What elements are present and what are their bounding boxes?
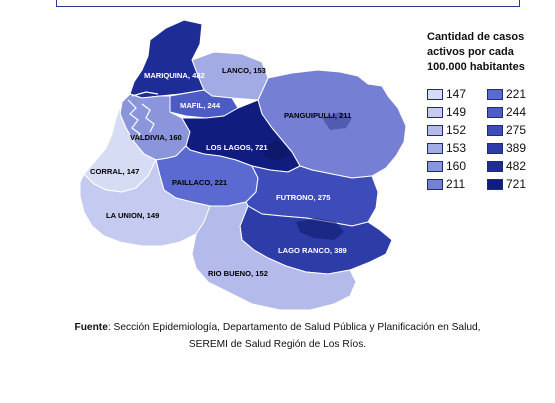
- label-futrono: FUTRONO, 275: [276, 193, 331, 202]
- label-corral: CORRAL, 147: [90, 167, 139, 176]
- legend-title-line-2: activos por cada: [427, 46, 514, 58]
- legend-value: 153: [446, 141, 467, 155]
- caption-line-2: SEREMI de Salud Región de Los Ríos.: [188, 339, 367, 350]
- legend-swatch: [487, 125, 503, 136]
- label-panguipulli: PANGUIPULLI, 211: [284, 111, 352, 120]
- legend-value: 149: [446, 105, 467, 119]
- legend-value: 221: [506, 87, 527, 101]
- legend-swatch: [427, 143, 443, 154]
- label-valdivia: VALDIVIA, 160: [130, 133, 182, 142]
- legend-value: 275: [506, 123, 527, 137]
- legend-title: Cantidad de casos activos por cada 100.0…: [427, 30, 552, 75]
- legend-swatch: [487, 89, 503, 100]
- legend-swatch: [427, 161, 443, 172]
- label-rio-bueno: RIO BUENO, 152: [208, 269, 268, 278]
- legend-value: 389: [506, 141, 527, 155]
- legend-value: 721: [506, 177, 527, 191]
- caption-source-label: Fuente: [74, 322, 108, 333]
- legend-swatch: [487, 179, 503, 190]
- label-mafil: MAFIL, 244: [180, 101, 221, 110]
- lake-panguipulli: [322, 112, 352, 130]
- legend-swatch: [487, 161, 503, 172]
- lake-riñihue: [262, 140, 290, 160]
- legend-value: 152: [446, 123, 467, 137]
- legend-value: 147: [446, 87, 467, 101]
- label-lago-ranco: LAGO RANCO, 389: [278, 246, 347, 255]
- label-la-union: LA UNION, 149: [106, 211, 159, 220]
- region-labels: MARIQUINA, 482 LANCO, 153 MAFIL, 244 PAN…: [90, 66, 352, 278]
- legend-value: 482: [506, 159, 527, 173]
- region-rio-bueno[interactable]: [191, 201, 357, 311]
- legend-title-line-3: 100.000 habitantes: [427, 61, 525, 73]
- label-mariquina: MARIQUINA, 482: [144, 71, 205, 80]
- lake-shapes: [262, 112, 352, 240]
- label-lanco: LANCO, 153: [222, 66, 266, 75]
- legend-swatch: [427, 107, 443, 118]
- label-los-lagos: LOS LAGOS, 721: [206, 143, 268, 152]
- region-mariquina[interactable]: [129, 19, 205, 99]
- legend-swatch: [427, 125, 443, 136]
- legend-swatch: [427, 179, 443, 190]
- legend-value: 244: [506, 105, 527, 119]
- caption-source-text: : Sección Epidemiología, Departamento de…: [107, 322, 481, 333]
- top-frame-bar: [56, 0, 520, 7]
- legend-swatch: [487, 107, 503, 118]
- legend-swatch: [487, 143, 503, 154]
- figure-caption: Fuente: Sección Epidemiología, Departame…: [0, 319, 555, 353]
- legend-value: 160: [446, 159, 467, 173]
- legend-title-line-1: Cantidad de casos: [427, 31, 525, 43]
- los-rios-choropleth-map: MARIQUINA, 482 LANCO, 153 MAFIL, 244 PAN…: [79, 19, 407, 311]
- legend-value: 211: [446, 177, 466, 191]
- river-lines: [127, 91, 159, 141]
- lake-ranco: [296, 218, 344, 240]
- label-paillaco: PAILLACO, 221: [172, 178, 228, 187]
- legend-swatch: [427, 89, 443, 100]
- caption-line-1: Fuente: Sección Epidemiología, Departame…: [0, 319, 555, 336]
- map-legend: 147 221 149 244 152 275 153 389 160 482 …: [419, 84, 553, 197]
